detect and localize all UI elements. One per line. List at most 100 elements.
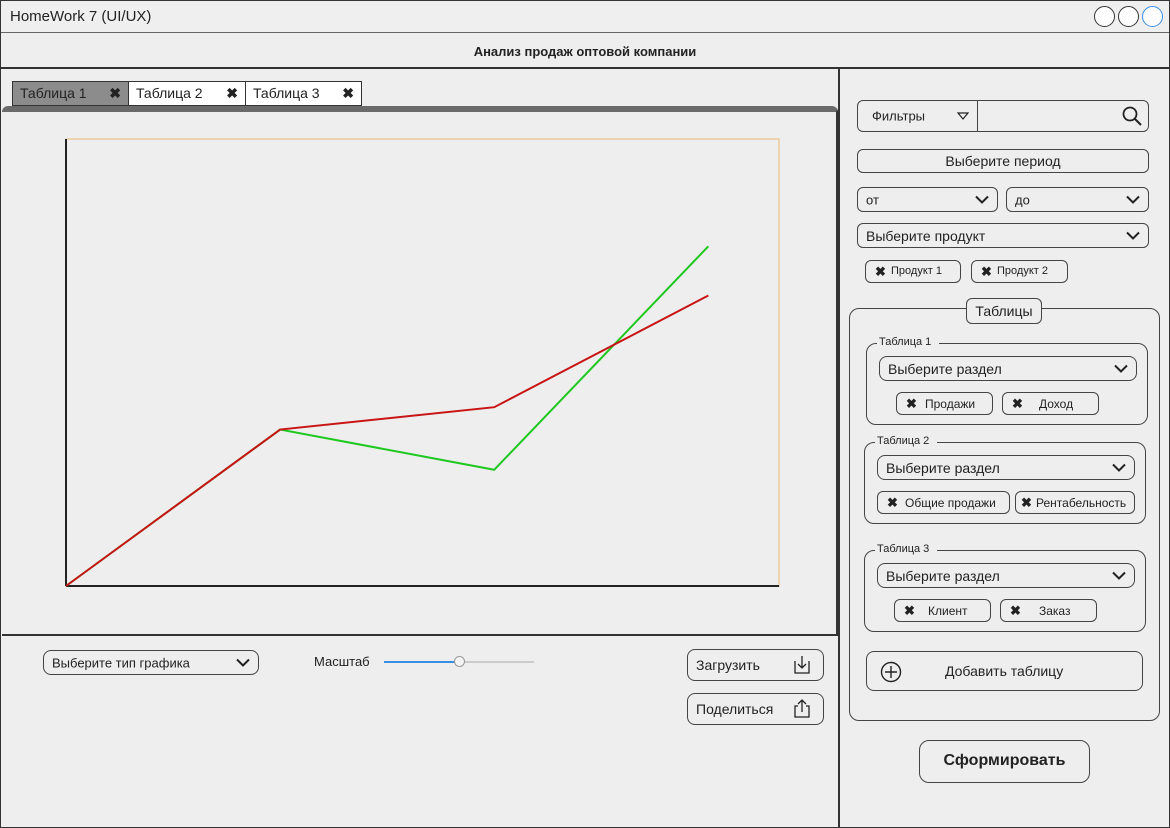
section-chip[interactable]: ✖ Заказ xyxy=(1000,599,1097,622)
maximize-button[interactable] xyxy=(1118,6,1139,27)
close-icon[interactable]: ✖ xyxy=(109,85,121,101)
generate-button[interactable]: Сформировать xyxy=(919,740,1090,783)
tables-title: Таблицы xyxy=(966,298,1042,324)
section-select[interactable]: Выберите раздел xyxy=(877,455,1135,480)
share-button[interactable]: Поделиться xyxy=(687,693,824,725)
chevron-down-icon xyxy=(1114,364,1128,373)
section-chip[interactable]: ✖ Клиент xyxy=(894,599,991,622)
section-select-label: Выберите раздел xyxy=(886,567,1000,584)
to-select-label: до xyxy=(1015,192,1030,207)
chevron-down-icon xyxy=(236,658,250,667)
close-icon[interactable]: ✖ xyxy=(906,396,917,411)
page-title: Анализ продаж оптовой компании xyxy=(1,34,1169,69)
close-icon[interactable]: ✖ xyxy=(904,603,915,618)
plot-border xyxy=(65,138,780,587)
scale-slider-thumb[interactable] xyxy=(454,656,465,667)
tab-label: Таблица 3 xyxy=(253,85,320,101)
period-button[interactable]: Выберите период xyxy=(857,149,1149,173)
close-icon[interactable]: ✖ xyxy=(887,495,898,510)
close-icon[interactable]: ✖ xyxy=(875,264,886,279)
download-icon xyxy=(794,656,810,674)
table-3-legend: Таблица 3 xyxy=(875,543,938,555)
chip-label: Рентабельность xyxy=(1036,496,1127,510)
table-3-group: Таблица 3 Выберите раздел ✖ Клиент ✖ Зак… xyxy=(864,543,1146,632)
filters-dropdown[interactable]: Фильтры xyxy=(858,101,978,131)
tables-panel: Таблицы xyxy=(849,298,1160,721)
from-select[interactable]: от xyxy=(857,187,998,212)
chip-label: Заказ xyxy=(1039,604,1071,618)
table-2-group: Таблица 2 Выберите раздел ✖ Общие продаж… xyxy=(864,435,1146,524)
chevron-down-icon xyxy=(1112,463,1126,472)
tables-title-label: Таблицы xyxy=(975,303,1033,319)
chip-label: Клиент xyxy=(928,604,968,618)
chevron-down-icon xyxy=(1112,571,1126,580)
close-icon[interactable]: ✖ xyxy=(1012,396,1023,411)
add-table-label: Добавить таблицу xyxy=(945,663,1064,679)
table-1-legend: Таблица 1 xyxy=(877,336,940,348)
table-2-legend: Таблица 2 xyxy=(875,435,938,447)
triangle-down-icon xyxy=(957,112,969,120)
window-title: HomeWork 7 (UI/UX) xyxy=(10,8,152,25)
scale-slider-track[interactable] xyxy=(384,656,534,667)
series-line-1 xyxy=(65,245,710,587)
to-select[interactable]: до xyxy=(1006,187,1149,212)
chip-label: Продукт 1 xyxy=(891,265,942,277)
period-button-label: Выберите период xyxy=(945,153,1061,169)
product-chip[interactable]: ✖ Продукт 1 xyxy=(865,260,961,283)
panel-divider xyxy=(838,69,840,828)
scale-label: Масштаб xyxy=(314,654,370,669)
search-input[interactable] xyxy=(980,103,1114,129)
close-window-button[interactable] xyxy=(1142,6,1163,27)
plus-circle-icon xyxy=(880,661,902,683)
add-table-button[interactable]: Добавить таблицу xyxy=(866,651,1143,691)
close-icon[interactable]: ✖ xyxy=(342,85,354,101)
product-chip[interactable]: ✖ Продукт 2 xyxy=(971,260,1068,283)
scale-slider-fill xyxy=(384,661,459,663)
close-icon[interactable]: ✖ xyxy=(226,85,238,101)
chip-label: Продажи xyxy=(925,397,976,411)
series-layer xyxy=(65,245,710,587)
chart-panel xyxy=(2,106,838,636)
close-icon[interactable]: ✖ xyxy=(1010,603,1021,618)
close-icon[interactable]: ✖ xyxy=(981,264,992,279)
chart-type-select[interactable]: Выберите тип графика xyxy=(43,650,259,675)
tab-label: Таблица 1 xyxy=(20,85,87,101)
section-chip[interactable]: ✖ Доход xyxy=(1002,392,1099,415)
search-icon[interactable] xyxy=(1122,106,1142,126)
tab-label: Таблица 2 xyxy=(136,85,203,101)
title-bar: HomeWork 7 (UI/UX) xyxy=(1,1,1169,33)
product-select[interactable]: Выберите продукт xyxy=(857,223,1149,248)
chart-type-label: Выберите тип графика xyxy=(52,655,190,670)
tab-table-2[interactable]: Таблица 2 ✖ xyxy=(128,81,246,106)
filters-label: Фильтры xyxy=(872,108,926,124)
generate-label: Сформировать xyxy=(943,752,1066,769)
chevron-down-icon xyxy=(975,195,989,204)
close-icon[interactable]: ✖ xyxy=(1021,495,1032,510)
chip-label: Общие продажи xyxy=(905,496,996,510)
minimize-button[interactable] xyxy=(1094,6,1115,27)
chevron-down-icon xyxy=(1126,195,1140,204)
section-chip[interactable]: ✖ Продажи xyxy=(896,392,993,415)
section-chip[interactable]: ✖ Рентабельность xyxy=(1015,491,1135,514)
chip-label: Продукт 2 xyxy=(997,265,1048,277)
load-button[interactable]: Загрузить xyxy=(687,649,824,681)
table-1-group: Таблица 1 Выберите раздел ✖ Продажи ✖ До… xyxy=(866,336,1148,425)
section-chip[interactable]: ✖ Общие продажи xyxy=(877,491,1010,514)
series-line-2 xyxy=(65,294,709,587)
chevron-down-icon xyxy=(1126,231,1140,240)
section-select-label: Выберите раздел xyxy=(886,459,1000,476)
chip-label: Доход xyxy=(1039,397,1074,411)
section-select-label: Выберите раздел xyxy=(888,360,1002,377)
share-button-label: Поделиться xyxy=(696,701,774,717)
share-icon xyxy=(794,699,810,718)
section-select[interactable]: Выберите раздел xyxy=(877,563,1135,588)
filter-search-bar: Фильтры xyxy=(857,100,1149,132)
section-select[interactable]: Выберите раздел xyxy=(879,356,1137,381)
from-select-label: от xyxy=(866,192,879,207)
tab-table-3[interactable]: Таблица 3 ✖ xyxy=(245,81,362,106)
product-select-label: Выберите продукт xyxy=(866,227,986,244)
tab-table-1[interactable]: Таблица 1 ✖ xyxy=(12,81,129,106)
load-button-label: Загрузить xyxy=(696,657,760,673)
line-chart xyxy=(65,138,780,587)
